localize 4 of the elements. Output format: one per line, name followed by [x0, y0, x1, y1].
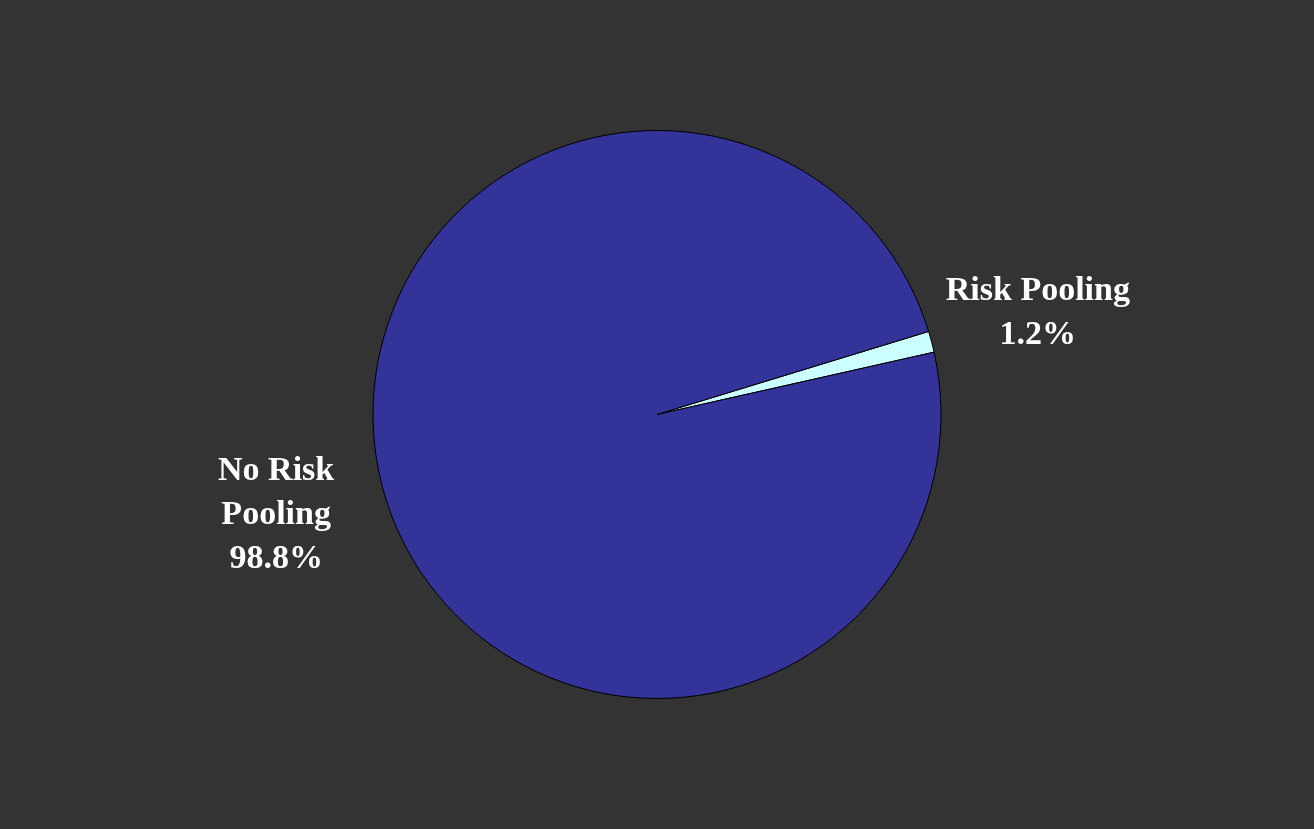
slice-label: No Risk Pooling: [218, 450, 335, 532]
data-label: 1.2%: [999, 314, 1077, 352]
data-label: 98.8%: [229, 538, 323, 576]
slice-label: Risk Pooling: [945, 270, 1130, 308]
